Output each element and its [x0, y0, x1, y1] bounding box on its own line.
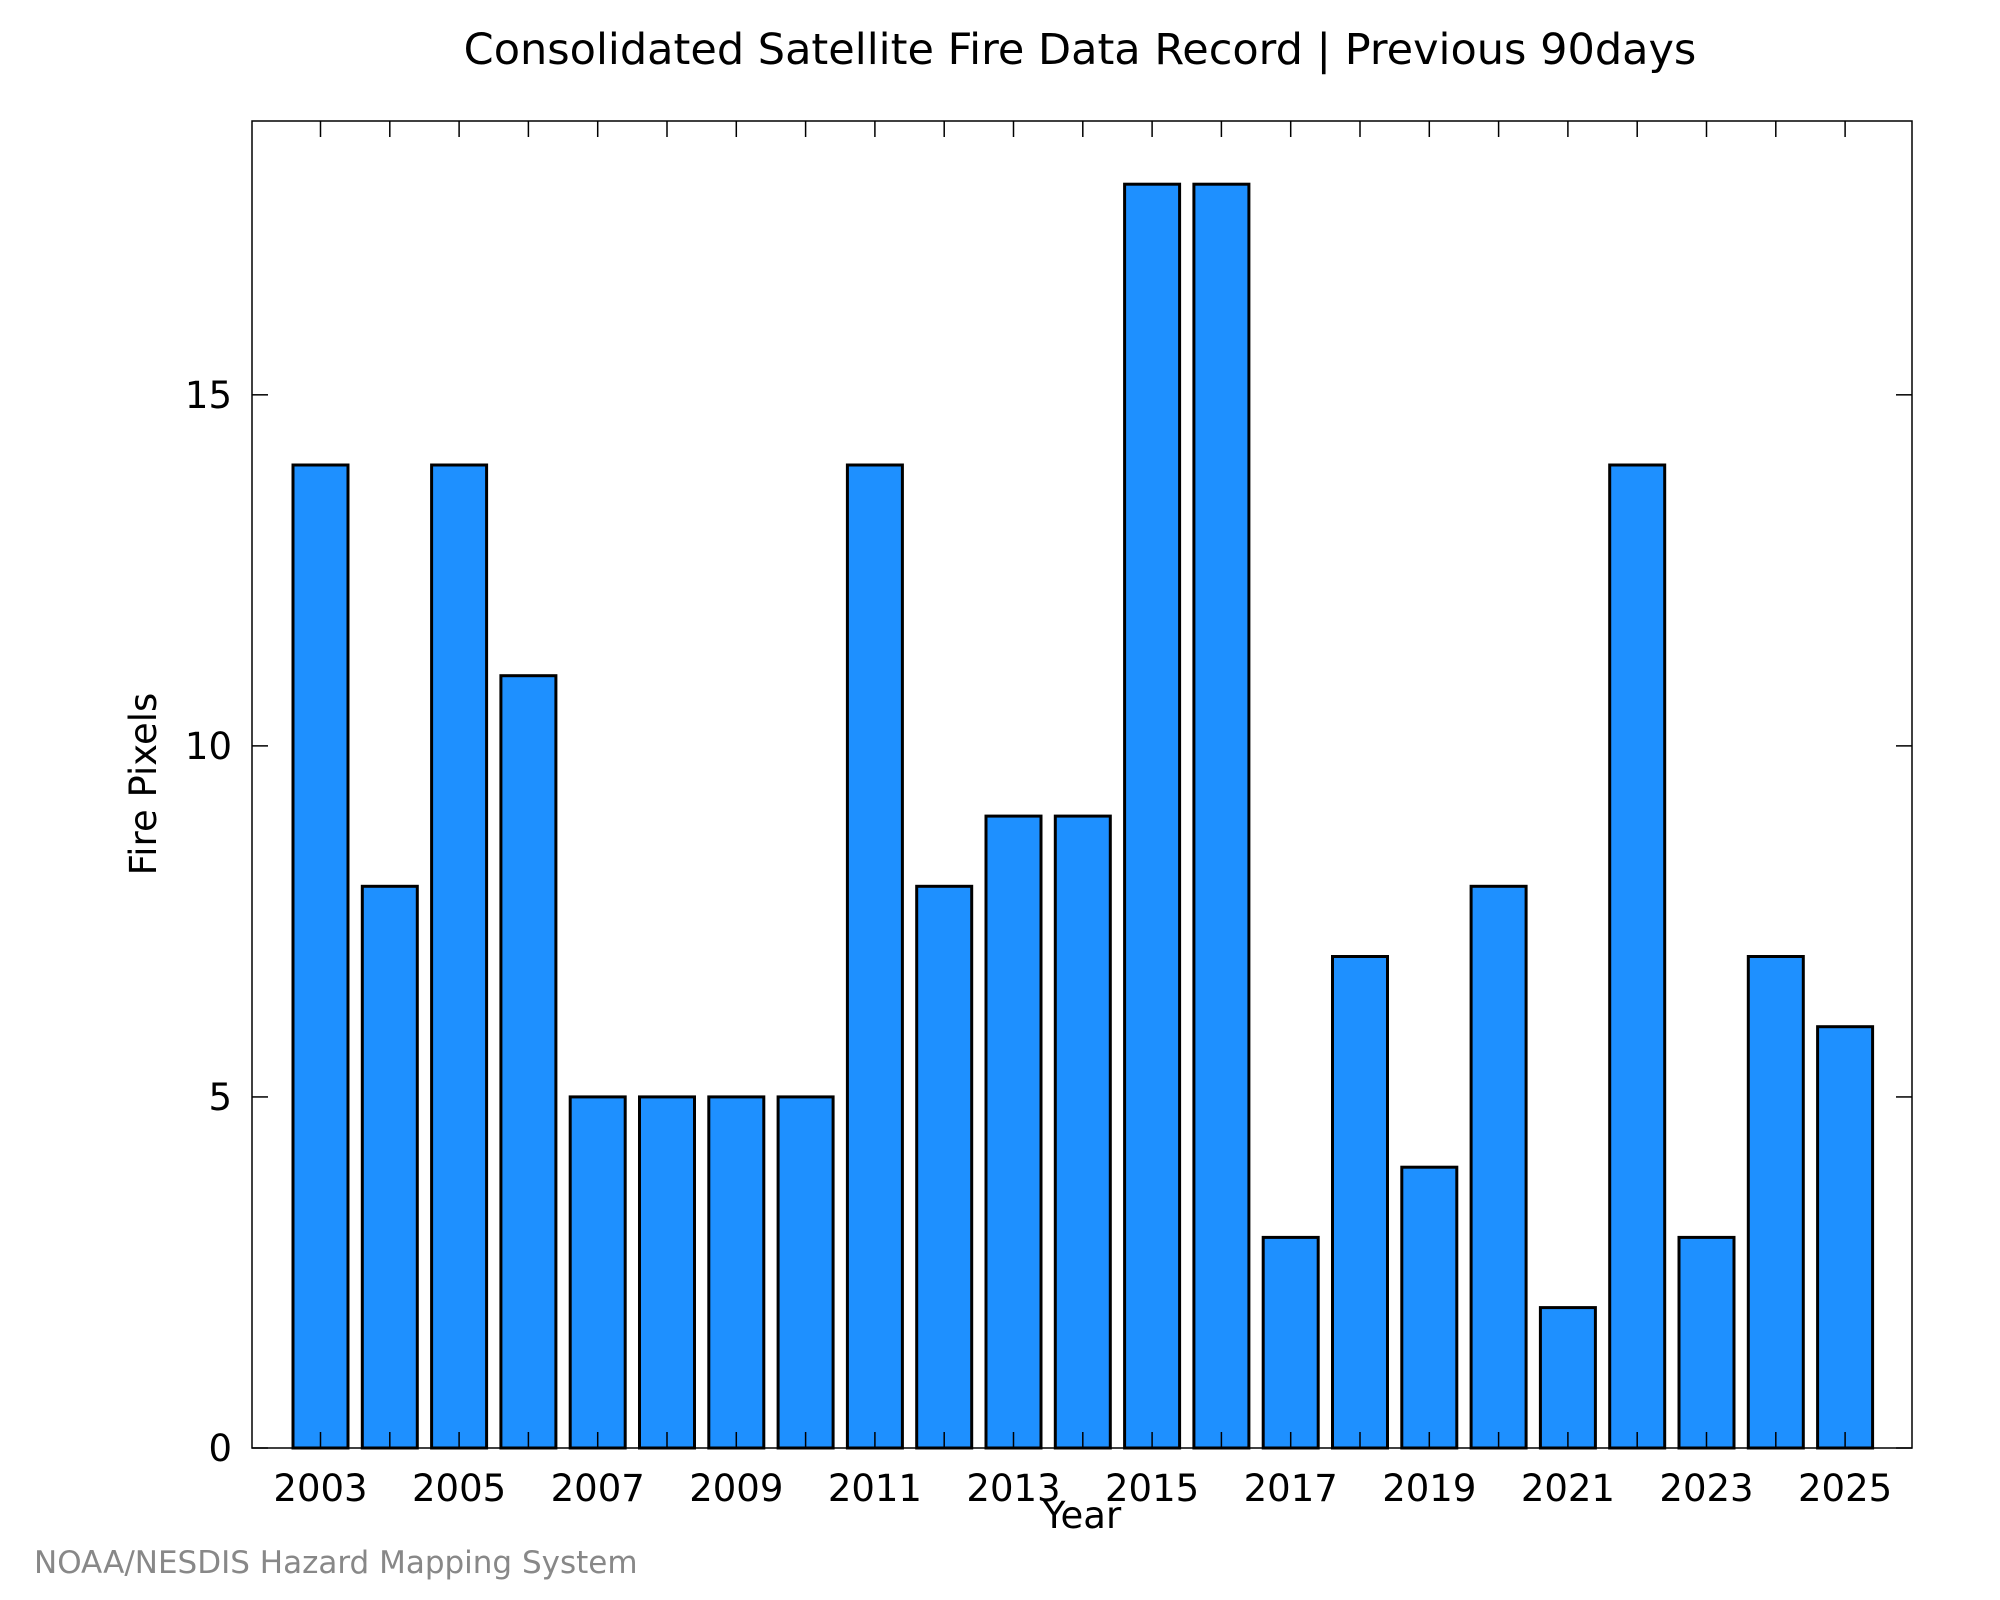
bar-2015: [1123, 182, 1182, 1450]
bar-2003: [291, 463, 350, 1450]
x-tick-label: 2009: [689, 1467, 783, 1510]
bar-2023: [1677, 1235, 1736, 1450]
x-tick-label: 2003: [273, 1467, 367, 1510]
bar-2022: [1608, 463, 1667, 1450]
y-tick-label: 15: [185, 374, 232, 417]
bar-2009: [707, 1095, 766, 1450]
bar-2006: [499, 674, 558, 1450]
x-tick-label: 2005: [412, 1467, 506, 1510]
bar-2014: [1053, 814, 1112, 1450]
bar-2011: [845, 463, 904, 1450]
x-tick-label: 2007: [551, 1467, 645, 1510]
bar-2024: [1746, 955, 1805, 1450]
y-tick-label: 5: [208, 1076, 232, 1119]
x-tick-label: 2019: [1382, 1467, 1476, 1510]
bar-2007: [568, 1095, 627, 1450]
bar-2005: [430, 463, 489, 1450]
x-axis-label: Year: [1042, 1494, 1122, 1537]
x-tick-label: 2015: [1105, 1467, 1199, 1510]
bar-2025: [1816, 1025, 1875, 1450]
bar-2013: [984, 814, 1043, 1450]
bar-2019: [1400, 1165, 1459, 1450]
bar-2020: [1469, 884, 1528, 1450]
bar-2021: [1538, 1306, 1597, 1450]
y-axis-label: Fire Pixels: [122, 693, 165, 876]
bars-layer: [291, 182, 1875, 1450]
x-tick-label: 2017: [1244, 1467, 1338, 1510]
bar-2010: [776, 1095, 835, 1450]
x-tick-label: 2011: [828, 1467, 922, 1510]
chart-title: Consolidated Satellite Fire Data Record …: [464, 25, 1697, 75]
bar-2016: [1192, 182, 1251, 1450]
x-tick-label: 2013: [966, 1467, 1060, 1510]
bar-2017: [1261, 1235, 1320, 1450]
bar-2004: [360, 884, 419, 1450]
x-axis-ticks: 2003 2005 2007 2009 2011 2013 2015 2017 2019 2021…: [273, 121, 1892, 1510]
x-tick-label: 2023: [1659, 1467, 1753, 1510]
x-tick-label: 2025: [1798, 1467, 1892, 1510]
bar-2018: [1331, 955, 1389, 1450]
bar-2012: [915, 884, 974, 1450]
x-tick-label: 2021: [1521, 1467, 1615, 1510]
y-tick-label: 0: [208, 1427, 232, 1470]
y-axis-ticks: 0 5 10 15: [185, 374, 1912, 1470]
footer-credit: NOAA/NESDIS Hazard Mapping System: [34, 1545, 638, 1581]
bar-2008: [638, 1095, 696, 1450]
y-tick-label: 10: [185, 725, 232, 768]
